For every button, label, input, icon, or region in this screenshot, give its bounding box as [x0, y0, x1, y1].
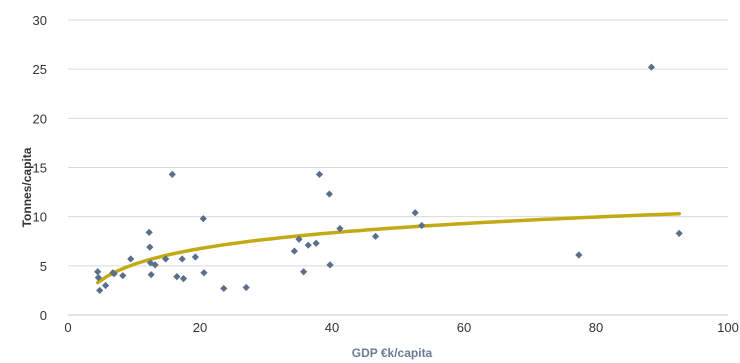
data-point — [199, 215, 207, 223]
y-tick-label: 0 — [40, 308, 47, 323]
x-tick-label: 80 — [589, 320, 603, 335]
data-point — [119, 272, 127, 280]
data-point — [371, 232, 380, 240]
data-point — [178, 255, 186, 263]
data-point — [127, 255, 135, 263]
data-point — [146, 259, 155, 267]
x-tick-label: 20 — [193, 320, 207, 335]
data-point — [94, 274, 102, 282]
data-point — [96, 286, 104, 295]
data-point — [336, 224, 344, 233]
data-point — [411, 209, 419, 217]
x-tick-label: 60 — [457, 320, 471, 335]
data-point — [675, 229, 683, 237]
data-point — [300, 268, 308, 276]
data-point — [220, 284, 228, 293]
data-point — [418, 221, 426, 230]
data-point — [575, 251, 583, 259]
data-point — [110, 270, 118, 278]
data-point — [168, 170, 176, 178]
data-point — [315, 170, 324, 178]
data-point — [147, 271, 155, 279]
data-point — [647, 63, 656, 71]
data-point — [94, 268, 102, 276]
y-tick-label: 5 — [40, 259, 47, 274]
y-axis-title: Tonnes/capita — [20, 147, 34, 227]
data-point — [304, 241, 312, 249]
data-point — [326, 261, 334, 269]
x-tick-label: 40 — [325, 320, 339, 335]
data-point — [102, 281, 110, 290]
data-point — [179, 275, 188, 283]
data-point — [312, 239, 320, 247]
data-point — [325, 190, 333, 198]
y-tick-label: 15 — [33, 161, 47, 176]
x-axis-ticks: 0 20 40 60 80 100 — [64, 320, 738, 335]
x-axis-title: GDP €k/capita — [352, 346, 433, 360]
data-point — [191, 253, 199, 261]
y-axis-ticks: 0 5 10 15 20 25 30 — [33, 13, 47, 323]
x-tick-label: 100 — [717, 320, 739, 335]
data-point — [173, 273, 181, 281]
data-point — [295, 235, 303, 243]
y-tick-label: 25 — [33, 62, 47, 77]
data-point — [290, 247, 298, 255]
data-point — [151, 261, 159, 269]
data-point — [162, 255, 170, 263]
x-tick-label: 0 — [64, 320, 71, 335]
y-tick-label: 10 — [33, 210, 47, 225]
y-tick-label: 30 — [33, 13, 47, 28]
data-point — [242, 283, 250, 292]
data-point — [145, 228, 153, 236]
data-point — [146, 243, 154, 251]
data-point — [200, 269, 208, 277]
y-tick-label: 20 — [33, 111, 47, 126]
trend-line — [95, 211, 681, 285]
gridlines — [68, 19, 728, 267]
data-points — [94, 63, 683, 295]
